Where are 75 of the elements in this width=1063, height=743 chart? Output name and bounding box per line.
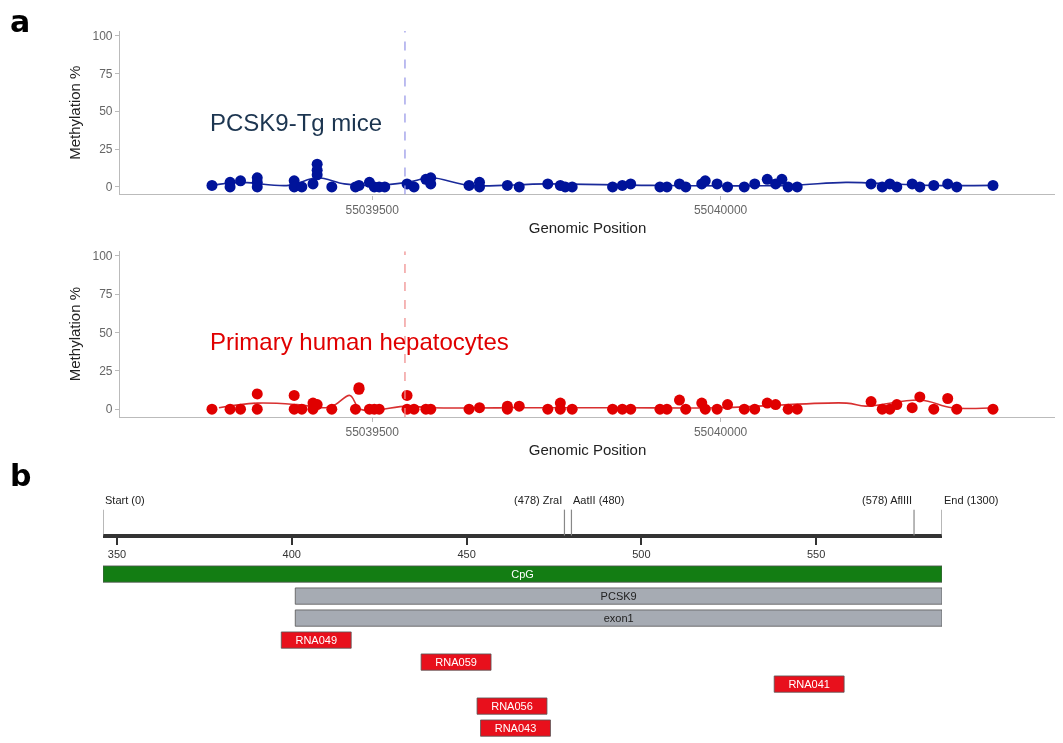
data-label: PCSK9 <box>600 590 637 603</box>
x-tick-label: 500 <box>632 547 651 560</box>
point <box>673 394 685 406</box>
point <box>288 389 300 401</box>
y-tick-label: 100 <box>92 249 113 264</box>
point <box>513 400 525 412</box>
annotation: Primary human hepatocytes <box>210 328 509 355</box>
point <box>542 403 554 415</box>
text: a <box>10 4 31 39</box>
point <box>224 403 236 415</box>
y-axis-title: Methylation % <box>65 65 83 160</box>
y-tick-label: 50 <box>99 104 113 119</box>
ref-line-label: End (1300) <box>944 494 999 506</box>
data-label: RNA049 <box>295 634 338 647</box>
data-label: RNA041 <box>788 678 830 691</box>
point <box>865 396 877 408</box>
x-tick-label: 55039500 <box>345 202 400 217</box>
point <box>251 388 263 400</box>
y-tick-label: 50 <box>99 325 113 340</box>
point <box>711 403 723 415</box>
data-label: exon1 <box>603 612 634 625</box>
x-tick-label: 55040000 <box>693 425 748 440</box>
point <box>928 403 940 415</box>
x-tick-label: 550 <box>806 547 826 560</box>
x-tick-label: 55039500 <box>345 425 400 440</box>
point <box>770 399 782 411</box>
y-tick-label: 75 <box>99 66 113 81</box>
point <box>235 403 247 415</box>
point <box>722 399 734 411</box>
point <box>566 403 578 415</box>
data-label: CpG <box>511 568 534 581</box>
point <box>625 403 637 415</box>
y-tick-label: 0 <box>105 180 113 195</box>
point <box>738 403 750 415</box>
y-tick-label: 100 <box>92 28 113 43</box>
point <box>891 399 903 411</box>
point <box>906 402 918 414</box>
point <box>942 392 954 404</box>
data-label: RNA043 <box>494 722 537 735</box>
point <box>463 403 475 415</box>
x-tick-label: 55040000 <box>693 202 748 217</box>
x-tick-label: 450 <box>457 547 476 560</box>
ref-line-label: Start (0) <box>105 494 145 506</box>
text: b <box>10 458 32 493</box>
ref-line-label: (478) ZraI <box>514 494 563 506</box>
point <box>607 403 619 415</box>
ref-line-label: (578) AflIII <box>862 494 913 506</box>
x-tick-label: 400 <box>282 547 301 560</box>
point <box>914 391 926 403</box>
point <box>206 403 218 415</box>
point <box>349 403 361 415</box>
point <box>791 403 803 415</box>
data-label: RNA056 <box>491 700 533 713</box>
point <box>251 403 263 415</box>
ref-line-label: AatII (480) <box>573 494 625 506</box>
bar <box>294 587 942 605</box>
point <box>699 403 711 415</box>
y-tick-label: 25 <box>99 364 113 379</box>
point <box>987 403 999 415</box>
y-axis-title: Methylation % <box>65 286 83 382</box>
point <box>951 403 963 415</box>
point <box>474 402 486 414</box>
bar <box>294 609 942 627</box>
x-axis-title: Genomic Position <box>528 441 647 459</box>
y-tick-label: 75 <box>99 287 113 302</box>
point <box>680 403 692 415</box>
y-tick-label: 0 <box>105 402 113 417</box>
point <box>326 403 338 415</box>
x-tick-label: 350 <box>107 547 127 560</box>
bar <box>103 565 942 583</box>
data-label: RNA059 <box>435 656 477 669</box>
y-tick-label: 25 <box>99 142 113 157</box>
point <box>749 403 761 415</box>
annotation: PCSK9-Tg mice <box>210 109 383 136</box>
x-axis-title: Genomic Position <box>528 218 647 236</box>
